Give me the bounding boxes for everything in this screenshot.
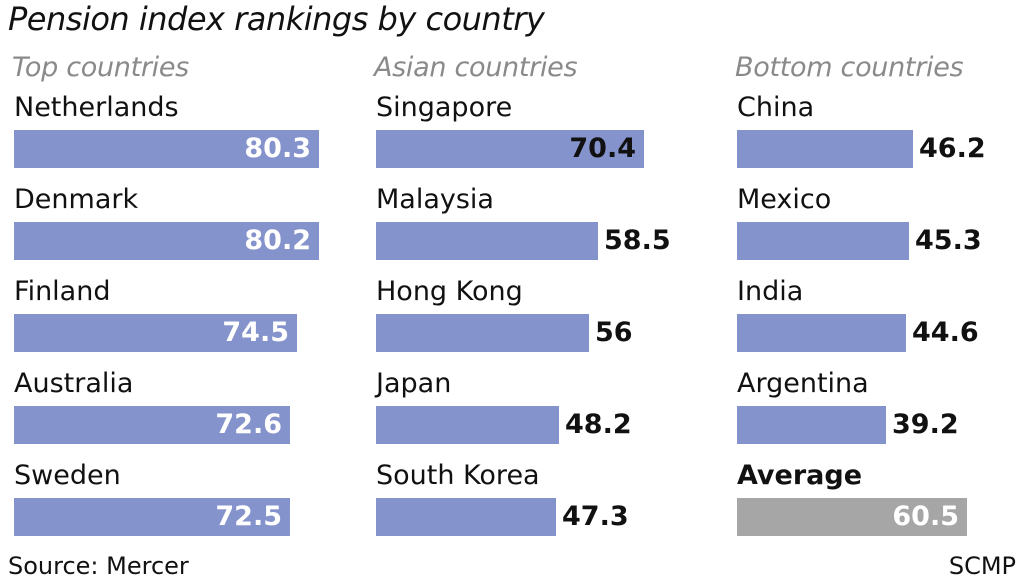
value-label-argentina: 39.2: [892, 409, 959, 440]
bar-argentina: [737, 406, 886, 444]
category-label-argentina: Argentina: [737, 368, 869, 399]
value-label-singapore: 70.4: [569, 133, 636, 164]
bar-china: [737, 130, 913, 168]
panel-title-asian-countries: Asian countries: [374, 52, 578, 83]
value-label-hong-kong: 56: [595, 317, 633, 348]
bar-hong-kong: [376, 314, 589, 352]
bar-australia: [14, 406, 290, 444]
category-label-south-korea: South Korea: [376, 460, 540, 491]
value-label-south-korea: 47.3: [562, 501, 629, 532]
value-label-japan: 48.2: [565, 409, 632, 440]
category-label-denmark: Denmark: [14, 184, 139, 215]
panel-asian-countries: Asian countries Singapore 70.4 Malaysia 58.…: [370, 50, 720, 550]
value-label-denmark: 80.2: [244, 225, 311, 256]
bar-average: [737, 498, 967, 536]
category-label-finland: Finland: [14, 276, 111, 307]
credit-note: SCMP: [948, 552, 1016, 580]
category-label-mexico: Mexico: [737, 184, 832, 215]
category-label-netherlands: Netherlands: [14, 92, 179, 123]
category-label-china: China: [737, 92, 815, 123]
category-label-malaysia: Malaysia: [376, 184, 494, 215]
panel-bottom-countries: Bottom countries China 46.2 Mexico 45.3 Indi…: [731, 50, 1021, 550]
category-label-hong-kong: Hong Kong: [376, 276, 523, 307]
category-label-sweden: Sweden: [14, 460, 121, 491]
value-label-finland: 74.5: [222, 317, 289, 348]
panel-title-top-countries: Top countries: [12, 52, 189, 83]
value-label-australia: 72.6: [215, 409, 282, 440]
bar-sweden: [14, 498, 290, 536]
category-label-average: Average: [737, 460, 863, 491]
chart-title: Pension index rankings by country: [8, 0, 545, 38]
value-label-malaysia: 58.5: [604, 225, 671, 256]
value-label-india: 44.6: [912, 317, 979, 348]
bar-netherlands: [14, 130, 319, 168]
bar-malaysia: [376, 222, 598, 260]
value-label-mexico: 45.3: [915, 225, 982, 256]
value-label-average: 60.5: [892, 501, 959, 532]
source-note: Source: Mercer: [8, 552, 189, 580]
value-label-netherlands: 80.3: [244, 133, 311, 164]
bar-south-korea: [376, 498, 556, 536]
value-label-sweden: 72.5: [215, 501, 282, 532]
panel-title-bottom-countries: Bottom countries: [735, 52, 964, 83]
category-label-australia: Australia: [14, 368, 134, 399]
bar-denmark: [14, 222, 319, 260]
bar-mexico: [737, 222, 909, 260]
bar-finland: [14, 314, 297, 352]
value-label-china: 46.2: [919, 133, 986, 164]
bar-india: [737, 314, 906, 352]
panel-top-countries: Top countries Netherlands 80.3 Denmark 80.2…: [8, 50, 358, 550]
category-label-japan: Japan: [376, 368, 452, 399]
category-label-singapore: Singapore: [376, 92, 513, 123]
bar-singapore: [376, 130, 644, 168]
bar-japan: [376, 406, 559, 444]
category-label-india: India: [737, 276, 804, 307]
